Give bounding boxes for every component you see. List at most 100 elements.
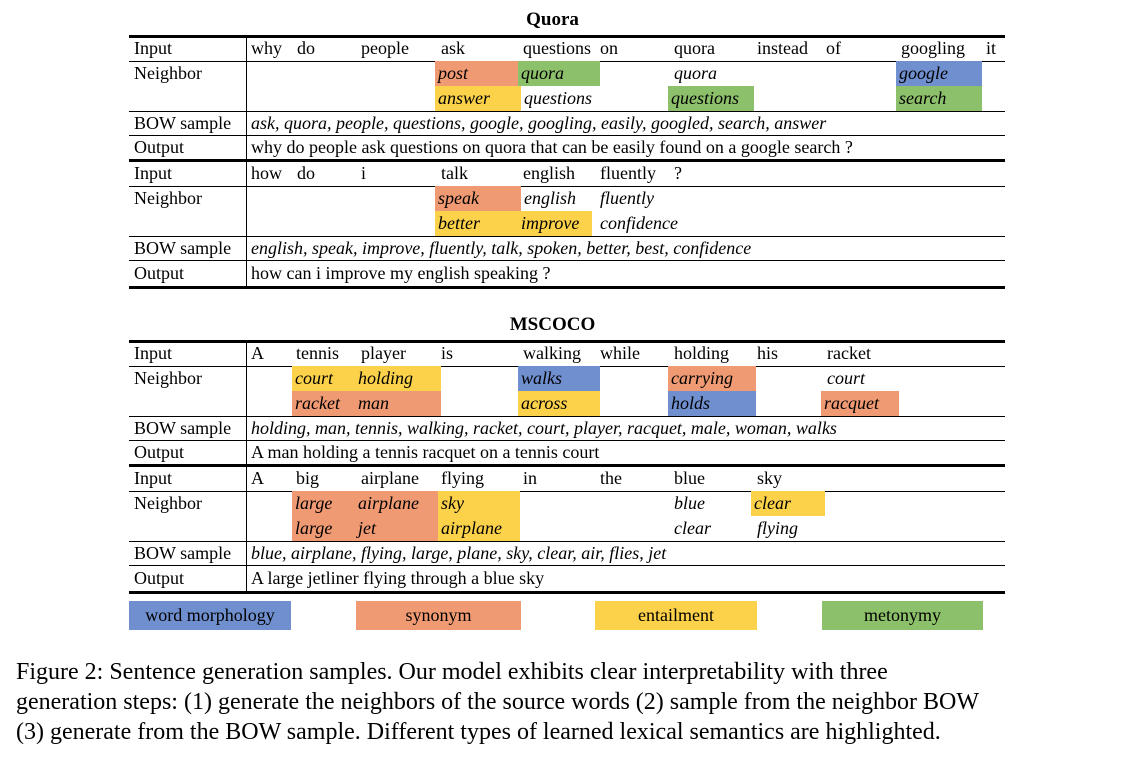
neighbor-word: quora [518,61,600,86]
input-word: how [251,163,282,183]
neighbor-word: questions [668,86,754,111]
bow-label: BOW sample [134,418,232,438]
legend-metonymy: metonymy [822,601,983,630]
legend-entailment: entailment [595,601,757,630]
neighbor-word: holding [355,366,441,391]
neighbor-word: fluently [600,188,654,208]
neighbor-word: across [518,391,600,416]
input-word: A [251,343,264,363]
input-word: while [600,343,640,363]
input-word: player [361,343,406,363]
neighbor-word: airplane [355,491,441,516]
bow-sample: blue, airplane, flying, large, plane, sk… [251,543,667,563]
neighbor-word: questions [524,88,593,108]
input-word: sky [757,468,783,488]
neighbor-label: Neighbor [134,493,202,513]
neighbor-word: better [435,211,521,236]
input-word: flying [441,468,484,488]
input-label: Input [134,468,172,488]
neighbor-word: blue [674,493,705,513]
figure-caption: Figure 2: Sentence generation samples. O… [16,657,1116,747]
input-word: A [251,468,264,488]
input-word: english [523,163,575,183]
caption-line: (3) generate from the BOW sample. Differ… [16,719,941,745]
neighbor-word: racquet [821,391,899,416]
output-sentence: A man holding a tennis racquet on a tenn… [251,442,600,462]
input-label: Input [134,163,172,183]
input-word: ask [441,38,465,58]
neighbor-label: Neighbor [134,188,202,208]
input-label: Input [134,343,172,363]
input-word: in [523,468,538,488]
input-word: walking [523,343,581,363]
mscoco-section-title: MSCOCO [509,314,596,335]
bow-label: BOW sample [134,543,232,563]
mscoco-table: Input A tennis player is walking while h… [129,340,1005,594]
neighbor-word: google [896,61,982,86]
neighbor-word: walks [518,366,600,391]
input-word: talk [441,163,468,183]
output-sentence: A large jetliner flying through a blue s… [251,568,545,588]
output-label: Output [134,442,185,462]
output-label: Output [134,568,185,588]
input-word: holding [674,343,730,363]
input-word: why [251,38,282,58]
bow-label: BOW sample [134,113,232,133]
neighbor-word: quora [674,63,718,83]
input-word: instead [757,38,808,58]
neighbor-word: holds [668,391,756,416]
bow-label: BOW sample [134,238,232,258]
input-word: it [986,38,997,58]
caption-line: Figure 2: Sentence generation samples. O… [16,659,888,685]
neighbor-word: sky [438,491,520,516]
output-sentence: why do people ask questions on quora tha… [251,137,853,157]
output-sentence: how can i improve my english speaking ? [251,263,551,283]
input-word: do [297,38,315,58]
neighbor-word: court [827,368,865,388]
neighbor-word: answer [435,86,521,111]
neighbor-word: court [292,366,358,391]
bow-sample: english, speak, improve, fluently, talk,… [251,238,752,258]
quora-section-title: Quora [526,9,579,30]
neighbor-word: flying [757,518,798,538]
legend-word-morphology: word morphology [129,601,291,630]
input-word: ? [674,163,682,183]
input-word: do [297,163,315,183]
neighbor-word: airplane [438,516,520,541]
input-word: fluently [600,163,656,183]
input-word: googling [901,38,966,58]
neighbor-word: post [435,61,521,86]
bow-sample: holding, man, tennis, walking, racket, c… [251,418,837,438]
output-label: Output [134,137,185,157]
input-word: of [826,38,841,58]
input-word: people [361,38,409,58]
neighbor-word: confidence [600,213,678,233]
neighbor-word: search [896,86,982,111]
input-word: big [296,468,320,488]
neighbor-word: man [355,391,441,416]
neighbor-word: clear [674,518,711,538]
neighbor-word: english [524,188,576,208]
input-word: the [600,468,622,488]
neighbor-word: improve [518,211,592,236]
input-word: i [361,163,367,183]
quora-table: Input why do people ask questions on quo… [129,35,1005,289]
neighbor-word: racket [292,391,358,416]
input-word: on [600,38,618,58]
neighbor-word: jet [355,516,441,541]
legend-synonym: synonym [356,601,521,630]
neighbor-word: carrying [668,366,756,391]
input-word: airplane [361,468,419,488]
input-word: his [757,343,779,363]
input-word: is [441,343,454,363]
input-word: blue [674,468,705,488]
input-word: quora [674,38,715,58]
neighbor-label: Neighbor [134,368,202,388]
neighbor-word: large [292,516,358,541]
input-word: tennis [296,343,339,363]
neighbor-label: Neighbor [134,63,202,83]
input-word: questions [523,38,592,58]
bow-sample: ask, quora, people, questions, google, g… [251,113,827,133]
input-label: Input [134,38,172,58]
neighbor-word: clear [751,491,825,516]
